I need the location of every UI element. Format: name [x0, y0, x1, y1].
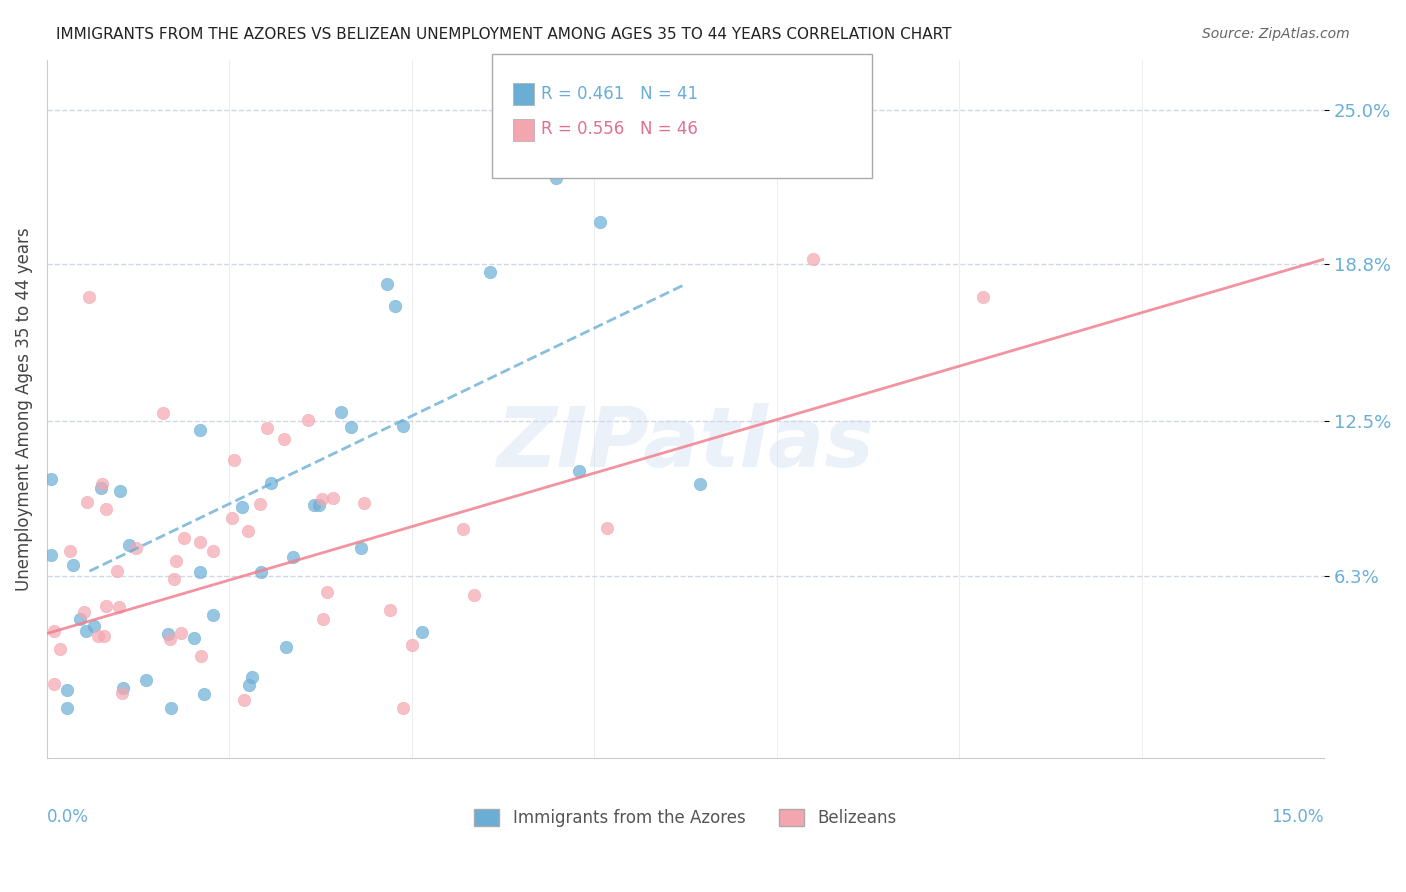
Point: [596, 521, 619, 535]
Point: [69, 612, 91, 626]
Point: [125, 541, 148, 556]
Point: [281, 549, 304, 564]
Point: [384, 299, 406, 313]
Point: [378, 603, 401, 617]
Point: [188, 534, 211, 549]
Point: [478, 265, 501, 279]
Point: [249, 498, 271, 512]
Point: [49, 642, 72, 657]
Point: [59, 544, 82, 558]
Point: [87, 629, 110, 643]
Y-axis label: Unemployment Among Ages 35 to 44 years: Unemployment Among Ages 35 to 44 years: [15, 227, 32, 591]
Point: [188, 423, 211, 437]
Point: [302, 498, 325, 512]
Point: [135, 673, 157, 688]
Point: [42, 677, 65, 691]
Point: [273, 432, 295, 446]
Point: [236, 524, 259, 538]
Text: ZIPatlas: ZIPatlas: [496, 403, 875, 484]
Point: [157, 627, 180, 641]
Point: [451, 522, 474, 536]
Point: [202, 544, 225, 558]
Point: [546, 170, 568, 185]
Point: [91, 477, 114, 491]
Point: [315, 585, 337, 599]
Point: [83, 619, 105, 633]
Point: [238, 678, 260, 692]
Point: [39, 472, 62, 486]
Point: [249, 566, 271, 580]
Point: [391, 701, 413, 715]
Point: [222, 452, 245, 467]
Point: [350, 541, 373, 555]
Point: [202, 608, 225, 623]
Point: [160, 701, 183, 715]
Point: [312, 612, 335, 626]
Point: [568, 464, 591, 478]
Text: 0.0%: 0.0%: [46, 808, 89, 826]
Text: 15.0%: 15.0%: [1271, 808, 1324, 826]
Point: [308, 498, 330, 512]
Text: IMMIGRANTS FROM THE AZORES VS BELIZEAN UNEMPLOYMENT AMONG AGES 35 TO 44 YEARS CO: IMMIGRANTS FROM THE AZORES VS BELIZEAN U…: [56, 27, 952, 42]
Point: [183, 632, 205, 646]
Point: [105, 564, 128, 578]
Legend: Immigrants from the Azores, Belizeans: Immigrants from the Azores, Belizeans: [468, 802, 903, 834]
Point: [75, 624, 97, 638]
Point: [94, 599, 117, 613]
Point: [233, 692, 256, 706]
Text: R = 0.461   N = 41: R = 0.461 N = 41: [541, 85, 699, 103]
Point: [188, 565, 211, 579]
Point: [411, 625, 433, 640]
Point: [110, 484, 132, 499]
Point: [173, 531, 195, 545]
Point: [170, 625, 193, 640]
Point: [111, 686, 134, 700]
Point: [401, 638, 423, 652]
Text: R = 0.556   N = 46: R = 0.556 N = 46: [541, 120, 699, 138]
Point: [165, 553, 187, 567]
Point: [56, 683, 79, 698]
Point: [353, 496, 375, 510]
Point: [79, 290, 101, 304]
Point: [96, 502, 118, 516]
Point: [90, 481, 112, 495]
Point: [118, 538, 141, 552]
Point: [190, 649, 212, 664]
Point: [311, 491, 333, 506]
Point: [259, 476, 281, 491]
Point: [589, 215, 612, 229]
Point: [256, 420, 278, 434]
Point: [163, 572, 186, 586]
Point: [73, 605, 96, 619]
Point: [221, 510, 243, 524]
Point: [62, 558, 84, 572]
Point: [111, 681, 134, 695]
Point: [340, 419, 363, 434]
Point: [392, 418, 415, 433]
Point: [689, 477, 711, 491]
Text: Source: ZipAtlas.com: Source: ZipAtlas.com: [1202, 27, 1350, 41]
Point: [240, 670, 263, 684]
Point: [463, 588, 485, 602]
Point: [93, 629, 115, 643]
Point: [76, 495, 98, 509]
Point: [972, 290, 994, 304]
Point: [274, 640, 297, 655]
Point: [193, 688, 215, 702]
Point: [55, 701, 77, 715]
Point: [42, 624, 65, 639]
Point: [801, 252, 824, 267]
Point: [107, 600, 129, 615]
Point: [231, 500, 253, 515]
Point: [41, 548, 63, 562]
Point: [377, 277, 399, 292]
Point: [322, 491, 344, 505]
Point: [152, 406, 174, 420]
Point: [297, 413, 319, 427]
Point: [329, 404, 352, 418]
Point: [159, 632, 181, 646]
